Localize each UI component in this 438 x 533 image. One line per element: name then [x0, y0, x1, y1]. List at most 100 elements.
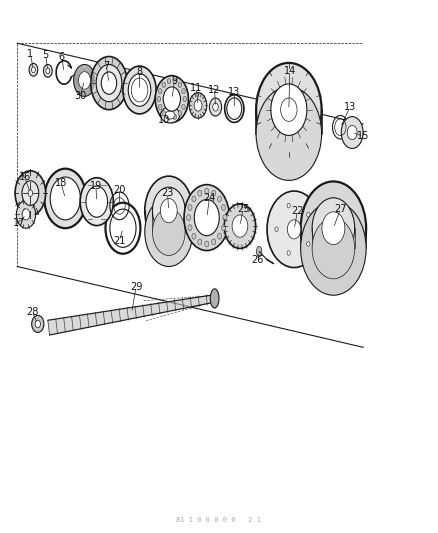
- Ellipse shape: [223, 215, 227, 221]
- Text: 24: 24: [203, 193, 215, 204]
- Ellipse shape: [256, 63, 321, 157]
- Ellipse shape: [213, 103, 218, 111]
- Ellipse shape: [275, 227, 278, 231]
- Ellipse shape: [32, 316, 44, 333]
- Ellipse shape: [210, 289, 219, 308]
- Ellipse shape: [44, 168, 86, 228]
- Ellipse shape: [212, 190, 216, 196]
- Ellipse shape: [29, 63, 38, 76]
- Ellipse shape: [155, 76, 188, 123]
- Ellipse shape: [300, 201, 366, 295]
- Polygon shape: [48, 295, 215, 335]
- Ellipse shape: [187, 215, 191, 221]
- Text: 10: 10: [158, 115, 170, 125]
- Ellipse shape: [178, 111, 182, 116]
- Ellipse shape: [222, 205, 226, 211]
- Ellipse shape: [46, 68, 50, 74]
- Ellipse shape: [101, 72, 117, 94]
- Ellipse shape: [322, 212, 345, 245]
- Ellipse shape: [50, 177, 81, 220]
- Ellipse shape: [188, 205, 192, 211]
- Ellipse shape: [163, 87, 180, 111]
- Ellipse shape: [232, 215, 248, 237]
- Text: 18: 18: [55, 177, 67, 188]
- Ellipse shape: [162, 111, 166, 116]
- Ellipse shape: [307, 241, 310, 246]
- Ellipse shape: [218, 233, 222, 239]
- Ellipse shape: [22, 209, 30, 220]
- Ellipse shape: [182, 104, 185, 110]
- Ellipse shape: [300, 181, 366, 275]
- Ellipse shape: [194, 100, 202, 111]
- Ellipse shape: [91, 56, 127, 110]
- Ellipse shape: [96, 64, 122, 102]
- Ellipse shape: [189, 93, 207, 118]
- Ellipse shape: [209, 98, 222, 116]
- Ellipse shape: [267, 191, 321, 268]
- Ellipse shape: [152, 187, 185, 234]
- Ellipse shape: [218, 196, 222, 202]
- Ellipse shape: [145, 176, 193, 245]
- Ellipse shape: [162, 82, 166, 87]
- Ellipse shape: [78, 71, 91, 89]
- Text: 27: 27: [334, 204, 346, 214]
- Text: 30: 30: [74, 91, 86, 101]
- Ellipse shape: [167, 114, 171, 119]
- Ellipse shape: [194, 199, 219, 236]
- Ellipse shape: [157, 96, 161, 102]
- Ellipse shape: [287, 203, 290, 208]
- Ellipse shape: [178, 82, 182, 87]
- Ellipse shape: [222, 225, 226, 231]
- Text: 23: 23: [161, 188, 174, 198]
- Ellipse shape: [183, 96, 187, 102]
- Text: 25: 25: [237, 204, 249, 214]
- Ellipse shape: [28, 190, 33, 197]
- Ellipse shape: [287, 220, 301, 239]
- Ellipse shape: [35, 320, 40, 328]
- Text: 16: 16: [18, 172, 31, 182]
- Text: 7: 7: [103, 61, 110, 70]
- Ellipse shape: [188, 225, 192, 231]
- Ellipse shape: [198, 239, 202, 245]
- Ellipse shape: [15, 171, 46, 215]
- Ellipse shape: [159, 88, 162, 94]
- Ellipse shape: [128, 74, 151, 106]
- Ellipse shape: [192, 233, 196, 239]
- Ellipse shape: [182, 88, 185, 94]
- Ellipse shape: [159, 104, 162, 110]
- Text: 15: 15: [357, 131, 369, 141]
- Text: 9: 9: [171, 77, 177, 86]
- Ellipse shape: [80, 177, 113, 225]
- Text: 1: 1: [27, 49, 33, 59]
- Ellipse shape: [287, 251, 290, 255]
- Text: 20: 20: [113, 185, 126, 195]
- Ellipse shape: [173, 79, 177, 84]
- Ellipse shape: [341, 117, 363, 149]
- Text: 28: 28: [26, 306, 38, 317]
- Ellipse shape: [74, 64, 95, 96]
- Ellipse shape: [307, 212, 310, 217]
- Ellipse shape: [312, 198, 355, 259]
- Text: 11: 11: [190, 83, 202, 93]
- Ellipse shape: [192, 196, 196, 202]
- Ellipse shape: [256, 87, 321, 180]
- Text: 17: 17: [13, 218, 25, 228]
- Ellipse shape: [165, 111, 175, 119]
- Ellipse shape: [22, 181, 39, 205]
- Ellipse shape: [257, 246, 262, 257]
- Ellipse shape: [312, 218, 355, 279]
- Ellipse shape: [212, 239, 216, 245]
- Ellipse shape: [43, 64, 52, 77]
- Ellipse shape: [281, 98, 297, 122]
- Ellipse shape: [167, 79, 171, 84]
- Ellipse shape: [347, 125, 357, 140]
- Ellipse shape: [271, 84, 307, 135]
- Ellipse shape: [160, 199, 177, 223]
- Text: 5: 5: [42, 50, 49, 60]
- Text: 81 1 0 0 0 0 0   2 1: 81 1 0 0 0 0 0 2 1: [177, 516, 261, 523]
- Ellipse shape: [123, 66, 156, 114]
- Ellipse shape: [32, 67, 35, 72]
- Text: 19: 19: [90, 181, 102, 191]
- Ellipse shape: [131, 78, 148, 102]
- Ellipse shape: [152, 208, 185, 255]
